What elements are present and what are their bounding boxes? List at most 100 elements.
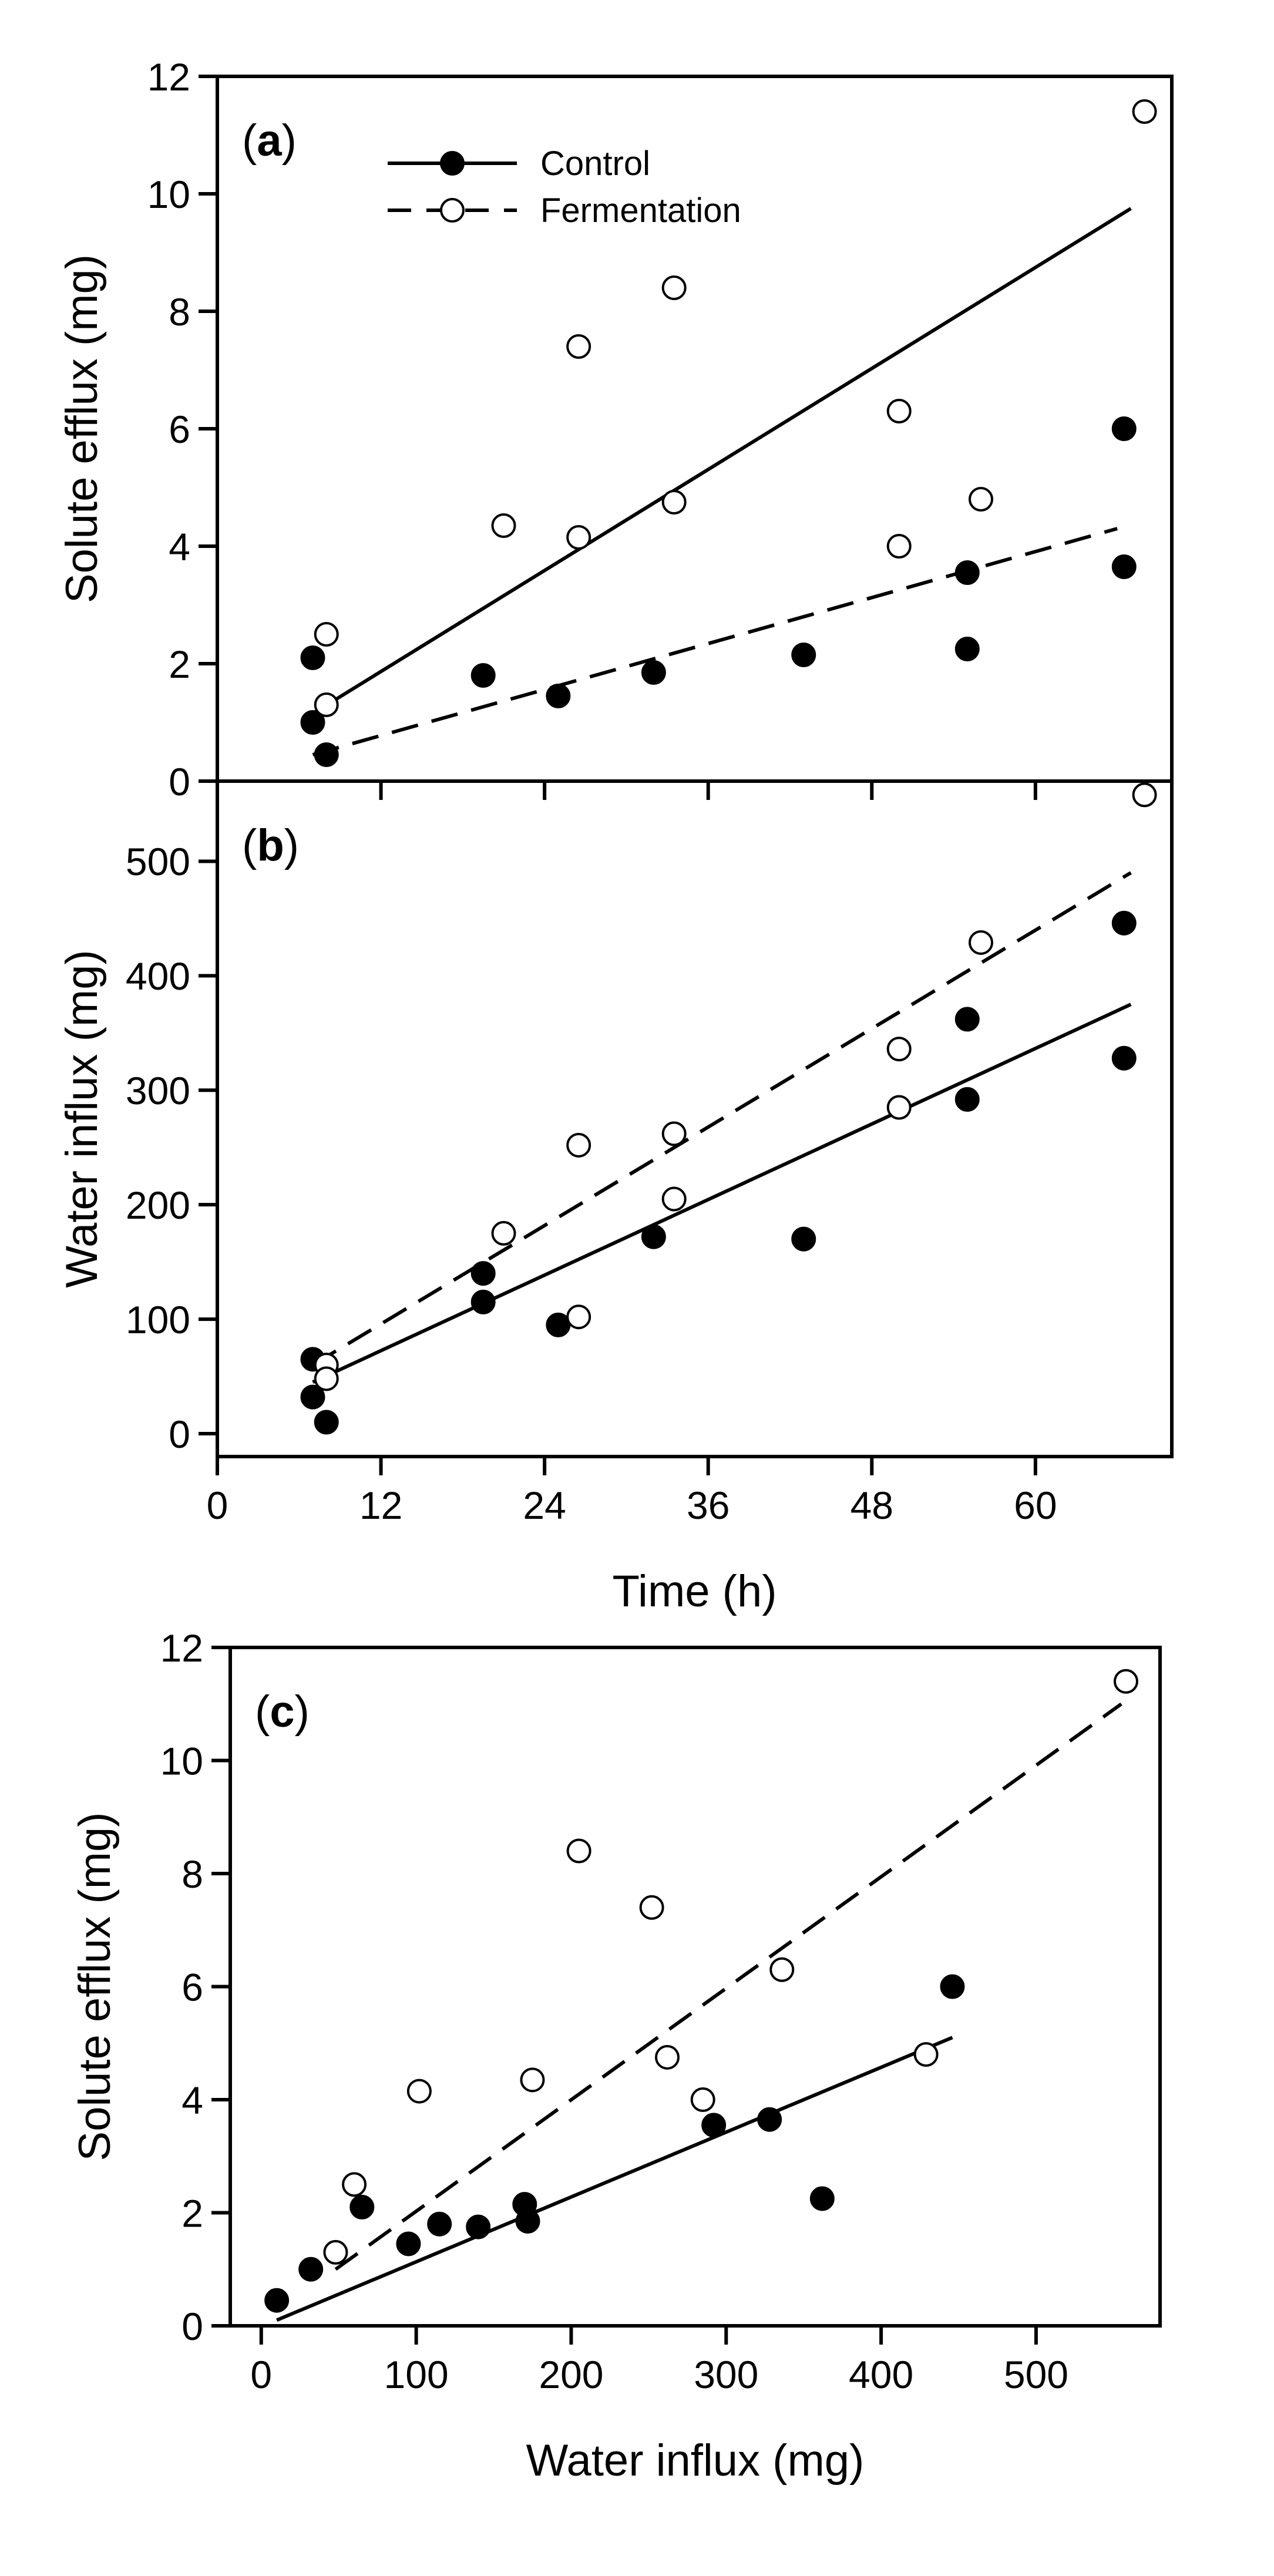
- point-control: [314, 1410, 339, 1435]
- y-tick-label: 6: [169, 408, 190, 451]
- x-tick-label: 300: [694, 2353, 758, 2396]
- point-control: [300, 645, 325, 670]
- point-fermentation: [969, 487, 993, 512]
- point-fermentation: [639, 1895, 664, 1920]
- point-fermentation: [566, 1132, 591, 1158]
- point-control: [515, 2208, 540, 2234]
- plot-frame: [228, 1646, 1162, 2328]
- y-tick-label: 10: [160, 1739, 203, 1783]
- point-control: [791, 643, 816, 667]
- legend: Control Fermentation: [388, 144, 741, 230]
- y-tick-label: 4: [181, 2079, 203, 2122]
- point-control: [466, 2214, 491, 2239]
- point-fermentation: [690, 2087, 715, 2112]
- point-fermentation: [566, 525, 591, 550]
- y-tick-label: 10: [147, 173, 190, 216]
- point-control: [349, 2194, 375, 2219]
- point-fermentation: [913, 2042, 939, 2067]
- point-control: [470, 1289, 496, 1314]
- point-fermentation: [886, 399, 912, 423]
- regression-line-solid: [275, 2036, 953, 2322]
- x-tick-label: 60: [1014, 1484, 1057, 1527]
- point-control: [546, 1312, 571, 1337]
- y-tick-label: 6: [181, 1965, 203, 2009]
- point-control: [300, 710, 325, 735]
- point-control: [396, 2231, 421, 2256]
- point-fermentation: [655, 2044, 680, 2070]
- point-control: [940, 1974, 965, 1999]
- point-control: [954, 637, 980, 661]
- regression-line-dashed: [334, 1702, 1122, 2271]
- legend-label: Fermentation: [540, 191, 741, 230]
- y-tick-label: 0: [181, 2305, 203, 2348]
- panel-label-close: ): [284, 820, 299, 870]
- point-fermentation: [661, 1121, 687, 1146]
- x-tick-label: 24: [523, 1484, 566, 1527]
- x-tick-label: 100: [384, 2353, 449, 2396]
- x-tick-label: 200: [539, 2353, 603, 2396]
- point-control: [427, 2211, 452, 2237]
- point-control: [954, 1007, 980, 1032]
- y-tick-label: 0: [169, 1413, 190, 1456]
- point-fermentation: [491, 1220, 516, 1246]
- x-tick-label: 0: [207, 1484, 228, 1527]
- point-control: [300, 1384, 325, 1410]
- point-control: [954, 1087, 980, 1112]
- panel-label-close: ): [282, 116, 297, 166]
- panel-c: 0 2 4 6 8 10 12 0 100 200 300 400 500 Solute efflux (…: [70, 1626, 1162, 2486]
- legend-label: Control: [540, 144, 650, 183]
- point-control: [641, 1224, 666, 1249]
- panel-label-open: (: [255, 1687, 270, 1737]
- regression-line-solid: [311, 207, 1132, 715]
- point-fermentation: [769, 1957, 795, 1982]
- y-axis-label: Water influx (mg): [57, 950, 107, 1288]
- point-fermentation: [491, 513, 516, 538]
- y-tick-label: 4: [169, 525, 190, 569]
- panel-label-letter: c: [270, 1687, 294, 1737]
- y-tick-label: 400: [126, 954, 190, 998]
- point-fermentation: [1113, 1669, 1138, 1694]
- regression-line-solid: [312, 1003, 1132, 1384]
- point-fermentation: [969, 930, 993, 955]
- y-tick-label: 8: [181, 1852, 203, 1896]
- point-fermentation: [323, 2239, 348, 2265]
- point-fermentation: [314, 1366, 339, 1391]
- point-control: [757, 2107, 782, 2132]
- regression-line-dashed: [311, 871, 1132, 1367]
- point-fermentation: [314, 622, 339, 647]
- y-tick-label: 0: [169, 760, 190, 803]
- point-fermentation: [661, 1186, 687, 1212]
- point-fermentation: [566, 1304, 591, 1330]
- point-fermentation: [886, 1037, 912, 1062]
- point-control: [641, 660, 666, 685]
- panel-label-open: (: [242, 116, 257, 166]
- y-axis-label: Solute efflux (mg): [57, 254, 107, 603]
- x-tick-label: 12: [359, 1484, 402, 1527]
- x-tick-label: 36: [687, 1484, 730, 1527]
- panel-label-close: ): [295, 1687, 310, 1737]
- point-control: [298, 2256, 324, 2282]
- x-axis-label: Water influx (mg): [526, 2436, 865, 2486]
- point-control: [1111, 416, 1137, 441]
- point-fermentation: [1132, 782, 1157, 808]
- plot-frame: [216, 75, 1174, 783]
- legend-marker: [440, 151, 465, 176]
- point-fermentation: [566, 1838, 591, 1864]
- panel-label-letter: a: [257, 116, 282, 166]
- point-control: [546, 684, 571, 708]
- x-axis-label: Time (h): [612, 1566, 776, 1616]
- panel-label: (c): [255, 1687, 310, 1737]
- panel-label-open: (: [242, 820, 257, 870]
- point-control: [701, 2113, 727, 2138]
- point-fermentation: [566, 334, 591, 359]
- x-tick-label: 500: [1004, 2353, 1068, 2396]
- point-control: [791, 1226, 816, 1252]
- point-fermentation: [886, 534, 912, 559]
- x-tick-label: 48: [851, 1484, 893, 1527]
- y-axis-label: Solute efflux (mg): [70, 1812, 120, 2161]
- plot-frame: [216, 779, 1174, 1458]
- y-tick-label: 2: [169, 643, 190, 686]
- point-control: [314, 742, 339, 767]
- point-control: [1111, 910, 1137, 936]
